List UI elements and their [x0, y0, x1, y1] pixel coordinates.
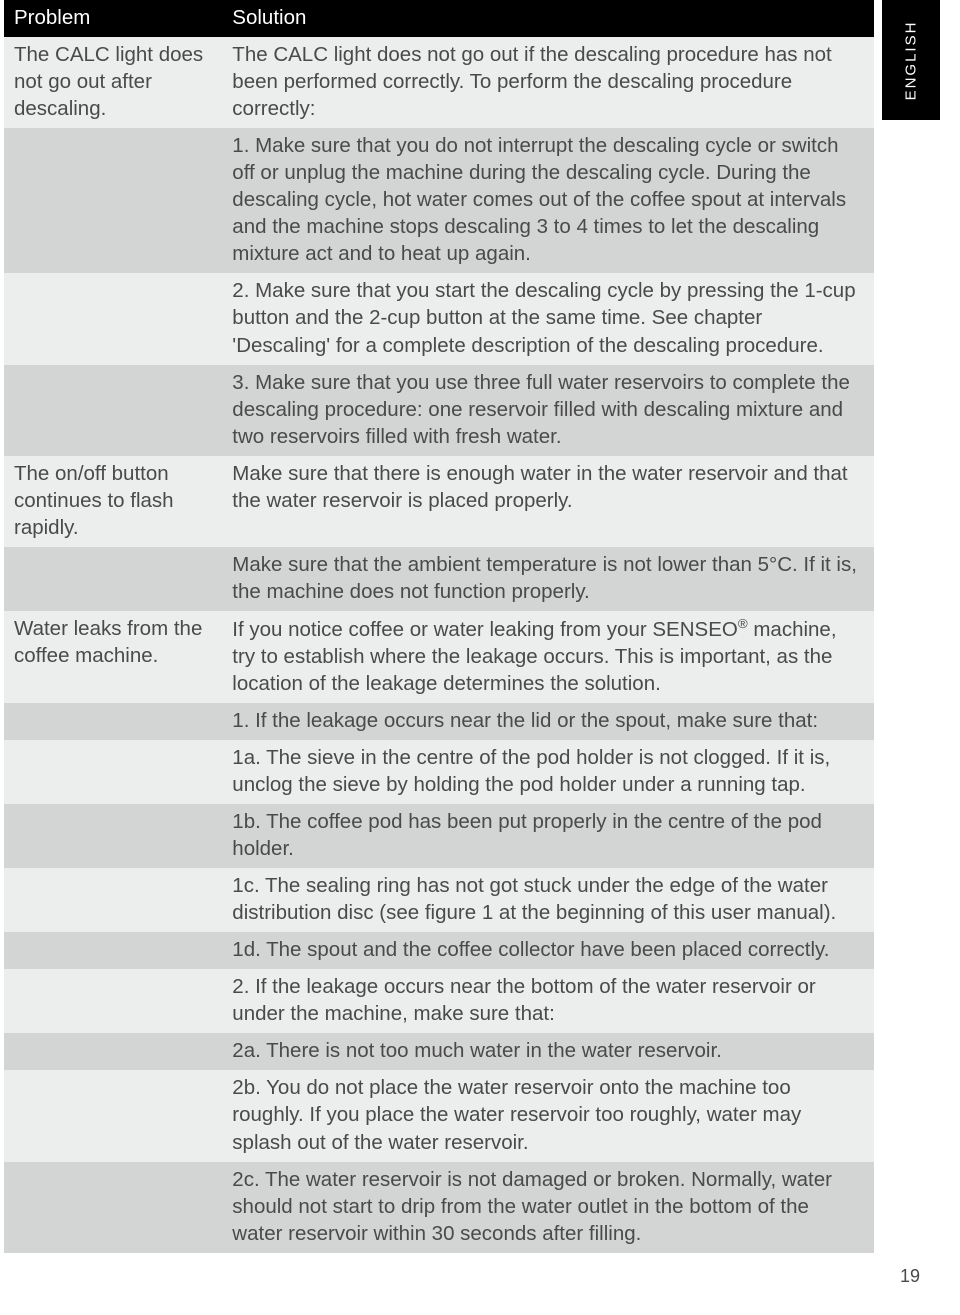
table-row: 1d. The spout and the coffee collector h… — [4, 932, 874, 969]
solution-cell: 1c. The sealing ring has not got stuck u… — [222, 868, 874, 932]
problem-cell — [4, 365, 222, 456]
problem-cell — [4, 1033, 222, 1070]
problem-cell — [4, 804, 222, 868]
solution-cell: 2. Make sure that you start the descalin… — [222, 273, 874, 364]
solution-cell: 1b. The coffee pod has been put properly… — [222, 804, 874, 868]
language-side-tab: ENGLISH — [882, 0, 940, 120]
solution-cell: 1. If the leakage occurs near the lid or… — [222, 703, 874, 740]
problem-cell — [4, 1162, 222, 1253]
table-row: 1. If the leakage occurs near the lid or… — [4, 703, 874, 740]
solution-cell: 2. If the leakage occurs near the bottom… — [222, 969, 874, 1033]
table-header-row: Problem Solution — [4, 0, 874, 37]
solution-cell: Make sure that the ambient temperature i… — [222, 547, 874, 611]
table-row: 3. Make sure that you use three full wat… — [4, 365, 874, 456]
solution-cell: 2a. There is not too much water in the w… — [222, 1033, 874, 1070]
table-row: 1b. The coffee pod has been put properly… — [4, 804, 874, 868]
table-row: Make sure that the ambient temperature i… — [4, 547, 874, 611]
troubleshooting-table: Problem Solution The CALC light does not… — [4, 0, 874, 1253]
problem-cell: The CALC light does not go out after des… — [4, 37, 222, 128]
problem-cell — [4, 740, 222, 804]
problem-cell — [4, 703, 222, 740]
problem-cell — [4, 1070, 222, 1161]
problem-cell — [4, 969, 222, 1033]
problem-cell — [4, 547, 222, 611]
solution-cell: 2c. The water reservoir is not damaged o… — [222, 1162, 874, 1253]
solution-cell: 1d. The spout and the coffee collector h… — [222, 932, 874, 969]
table-row: Water leaks from the coffee machine. If … — [4, 611, 874, 703]
table-row: 1c. The sealing ring has not got stuck u… — [4, 868, 874, 932]
solution-cell: 2b. You do not place the water reservoir… — [222, 1070, 874, 1161]
solution-cell: The CALC light does not go out if the de… — [222, 37, 874, 128]
problem-cell: Water leaks from the coffee machine. — [4, 611, 222, 703]
table-row: The on/off button continues to flash rap… — [4, 456, 874, 547]
table-row: 2b. You do not place the water reservoir… — [4, 1070, 874, 1161]
solution-cell: 1a. The sieve in the centre of the pod h… — [222, 740, 874, 804]
header-solution: Solution — [222, 0, 874, 37]
table-row: 1. Make sure that you do not interrupt t… — [4, 128, 874, 273]
problem-cell: The on/off button continues to flash rap… — [4, 456, 222, 547]
table-row: 2c. The water reservoir is not damaged o… — [4, 1162, 874, 1253]
problem-cell — [4, 128, 222, 273]
solution-cell: 3. Make sure that you use three full wat… — [222, 365, 874, 456]
problem-cell — [4, 868, 222, 932]
solution-cell: If you notice coffee or water leaking fr… — [222, 611, 874, 703]
table-row: 2a. There is not too much water in the w… — [4, 1033, 874, 1070]
problem-cell — [4, 932, 222, 969]
header-problem: Problem — [4, 0, 222, 37]
page-number: 19 — [900, 1266, 920, 1287]
solution-cell: 1. Make sure that you do not interrupt t… — [222, 128, 874, 273]
table-row: The CALC light does not go out after des… — [4, 37, 874, 128]
table-row: 1a. The sieve in the centre of the pod h… — [4, 740, 874, 804]
language-label: ENGLISH — [903, 20, 920, 100]
table-row: 2. If the leakage occurs near the bottom… — [4, 969, 874, 1033]
solution-cell: Make sure that there is enough water in … — [222, 456, 874, 547]
table-row: 2. Make sure that you start the descalin… — [4, 273, 874, 364]
problem-cell — [4, 273, 222, 364]
manual-page: ENGLISH Problem Solution The CALC light … — [0, 0, 960, 1315]
